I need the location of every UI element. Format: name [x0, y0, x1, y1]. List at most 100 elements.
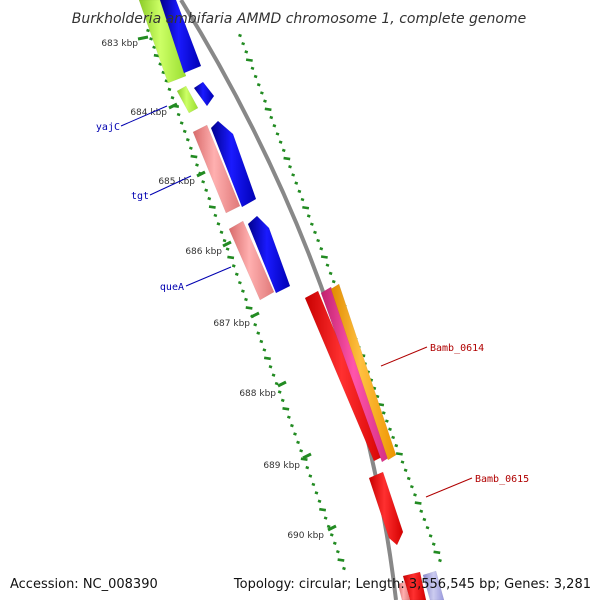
gc-mark [182, 129, 187, 134]
gc-mark [256, 82, 261, 87]
gc-mark [278, 140, 283, 144]
gc-mark [381, 411, 386, 415]
gc-mark [305, 465, 310, 470]
gc-mark [296, 440, 300, 445]
gene-label[interactable]: Bamb_0615 [475, 474, 529, 485]
scale-tick [250, 311, 260, 319]
gc-mark [406, 476, 411, 481]
gene-labels: yajC tgt queA Bamb_0614 Bamb_0615 [96, 105, 529, 498]
gc-mark [308, 474, 313, 478]
scale-tick [168, 102, 178, 110]
gc-mark [311, 482, 316, 487]
gc-mark [313, 230, 317, 235]
gc-mark [250, 66, 255, 71]
label-leader-line [425, 477, 473, 498]
gc-mark [395, 452, 403, 456]
gc-mark [290, 423, 294, 428]
gc-mark [403, 468, 408, 472]
gc-mark [245, 58, 253, 62]
gc-mark [302, 205, 310, 210]
gc-mark [152, 45, 157, 50]
gc-mark [176, 112, 181, 117]
gc-mark [342, 566, 346, 571]
gc-mark [231, 264, 236, 268]
gc-mark [263, 356, 271, 361]
gc-mark [422, 517, 427, 522]
gc-mark [149, 37, 153, 41]
gc-mark [293, 432, 297, 436]
gc-mark [195, 163, 199, 167]
gene-label[interactable]: queA [160, 282, 184, 293]
gc-mark [297, 189, 302, 194]
gc-mark [237, 280, 242, 285]
gc-mark [400, 460, 405, 464]
gc-mark [329, 533, 334, 537]
gene-salmon [397, 581, 411, 600]
gc-mark [425, 525, 430, 530]
backbone [179, 0, 398, 600]
tick-label: 687 kbp [213, 319, 250, 329]
gc-mark [272, 124, 277, 128]
gc-mark [391, 435, 396, 440]
gc-mark [216, 222, 221, 226]
gc-mark [300, 197, 305, 202]
scale-ticks: 683 kbp 684 kbp 685 kbp 686 kbp 687 kbp 688 k… [101, 35, 337, 541]
gc-mark [164, 79, 169, 83]
gc-mark [433, 550, 441, 555]
gene-label[interactable]: tgt [131, 191, 149, 202]
accession-info: Accession: NC_008390 [10, 577, 158, 592]
gc-mark [256, 331, 261, 335]
gc-mark [294, 181, 299, 185]
gc-mark [227, 255, 235, 260]
gc-mark [238, 33, 242, 38]
gc-mark [185, 138, 190, 142]
gc-mark [241, 289, 245, 293]
gc-mark [245, 306, 253, 310]
gc-mark [277, 390, 282, 394]
gc-mark [431, 542, 436, 546]
genome-stats: Topology: circular; Length: 3,556,545 bp… [233, 577, 591, 592]
gc-mark [274, 381, 279, 386]
gc-mark [167, 87, 172, 92]
map-title: Burkholderia ambifaria AMMD chromosome 1… [72, 11, 526, 27]
gc-mark [286, 415, 291, 419]
gc-mark [299, 449, 304, 453]
gc-mark [241, 41, 246, 46]
gene-label[interactable]: Bamb_0614 [430, 343, 484, 354]
gc-mark [317, 499, 322, 503]
gc-mark [375, 394, 380, 399]
gene-queA [228, 220, 275, 301]
gc-mark [269, 115, 274, 120]
gene-label[interactable]: yajC [96, 122, 120, 133]
gene-blue [210, 120, 257, 208]
gc-mark [413, 493, 417, 497]
label-leader-line [185, 266, 232, 287]
gc-mark [190, 154, 198, 159]
gc-mark [282, 406, 290, 411]
gene-blue [193, 81, 215, 107]
gc-mark [271, 373, 276, 377]
gc-mark [384, 419, 389, 423]
gc-mark [253, 74, 258, 79]
gene-tgt [192, 124, 241, 214]
label-leader-line [149, 175, 192, 196]
gc-mark [319, 507, 327, 512]
gc-mark [325, 263, 330, 267]
gc-mark [280, 398, 285, 403]
gc-mark [201, 180, 206, 184]
gc-mark [259, 91, 264, 95]
gene-blue [159, 0, 202, 74]
scale-tick [277, 380, 287, 388]
gc-mark [207, 196, 212, 201]
gc-mark [188, 146, 193, 150]
gene-lavender [422, 570, 445, 600]
gc-mark [326, 524, 331, 529]
gc-mark [283, 156, 291, 161]
gc-mark [335, 549, 340, 554]
gene-track [138, 0, 445, 600]
gc-mark [394, 443, 399, 448]
gene-blue [247, 215, 291, 294]
gc-mark [291, 173, 296, 177]
tick-label: 684 kbp [130, 108, 167, 118]
